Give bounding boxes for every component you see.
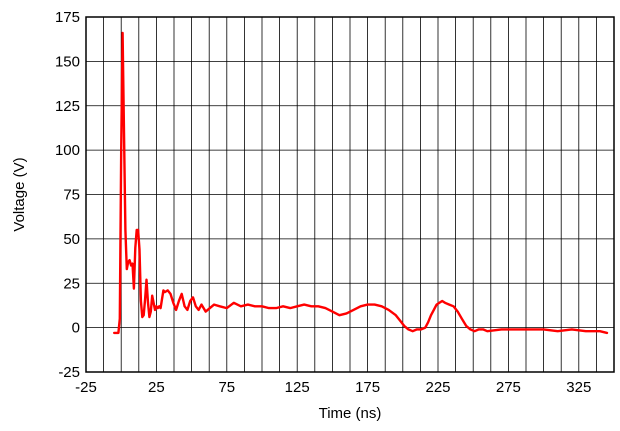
series-layer [112, 31, 609, 335]
x-tick-label: 125 [285, 379, 310, 396]
series-line [112, 31, 609, 335]
y-tick-label: -25 [58, 364, 80, 381]
x-tick-label: -25 [75, 379, 97, 396]
plot-frame [85, 16, 615, 373]
y-tick-label: 125 [55, 98, 80, 115]
y-tick-label: 25 [63, 275, 80, 292]
x-tick-labels: -25 25 75 125 175 225 275 325 [75, 379, 591, 396]
x-tick-label: 25 [148, 379, 165, 396]
y-tick-label: 175 [55, 9, 80, 26]
y-tick-label: 100 [55, 142, 80, 159]
x-axis-label: Time (ns) [319, 405, 382, 422]
x-tick-label: 175 [355, 379, 380, 396]
x-tick-label: 75 [218, 379, 235, 396]
x-tick-label: 275 [496, 379, 521, 396]
y-tick-labels: -25 0 25 50 75 100 125 150 175 [55, 9, 80, 381]
y-tick-label: 50 [63, 231, 80, 248]
y-tick-label: 75 [63, 187, 80, 204]
y-tick-label: 0 [72, 320, 80, 337]
x-tick-label: 325 [566, 379, 591, 396]
x-tick-label: 225 [425, 379, 450, 396]
y-tick-label: 150 [55, 53, 80, 70]
y-axis-label: Voltage (V) [11, 157, 28, 231]
grid-layer [85, 16, 615, 373]
